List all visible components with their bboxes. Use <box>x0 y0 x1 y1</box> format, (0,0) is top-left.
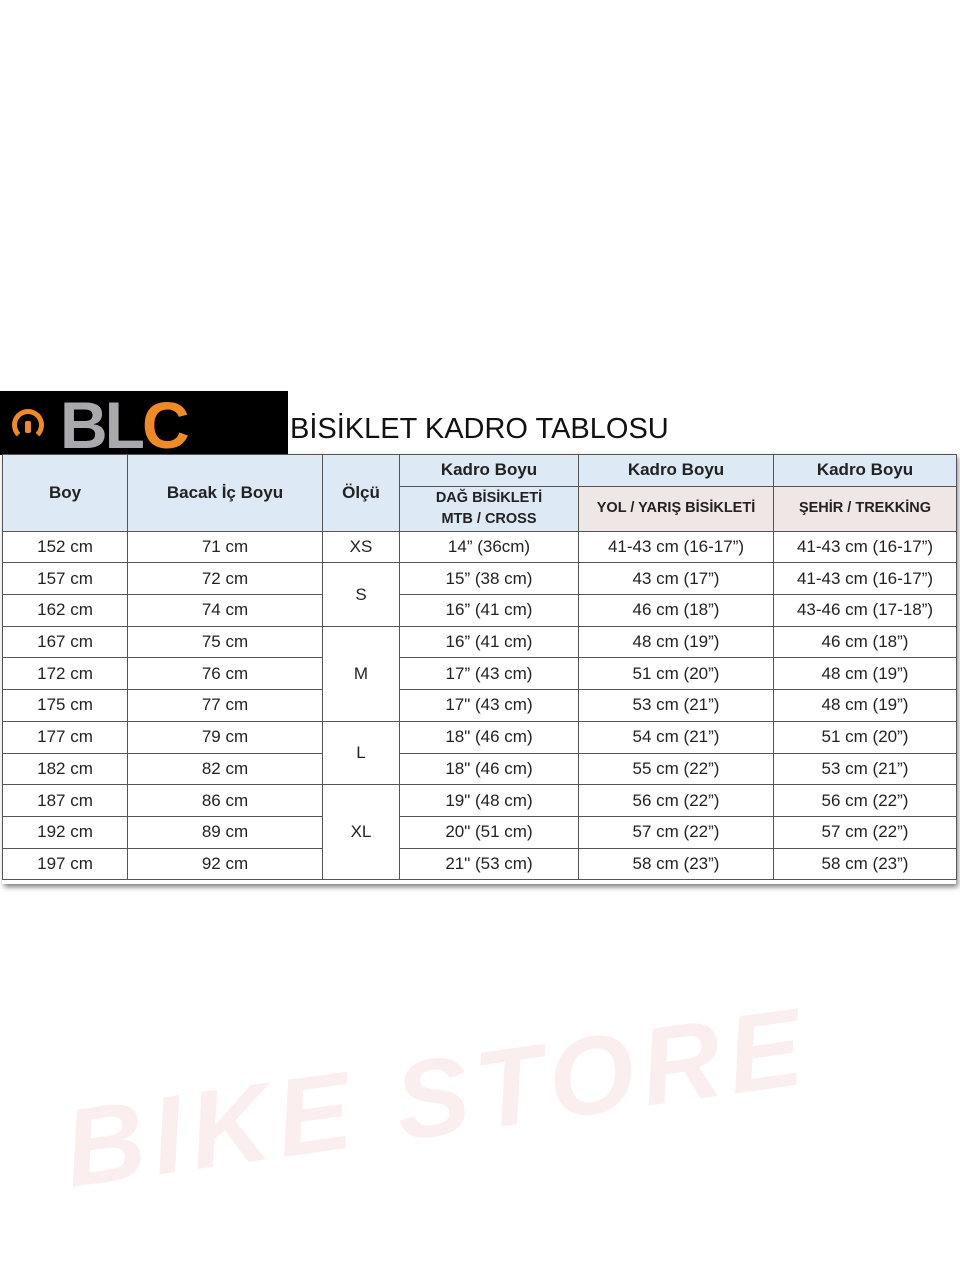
cell-bacak: 89 cm <box>127 815 323 849</box>
cell-mtb: 21" (53 cm) <box>399 847 579 881</box>
cell-yol: 53 cm (21”) <box>578 689 774 722</box>
cell-boy: 157 cm <box>2 562 128 596</box>
cell-yol: 43 cm (17”) <box>578 562 774 596</box>
header-kadro-yol: Kadro Boyu <box>578 454 774 487</box>
cell-mtb: 18" (46 cm) <box>399 720 579 754</box>
cell-bacak: 74 cm <box>127 594 323 627</box>
table-row: 167 cm 75 cm M 16” (41 cm) 48 cm (19”) 46 cm … <box>2 625 957 722</box>
cell-yol: 48 cm (19”) <box>578 625 774 659</box>
cell-olcu: L <box>322 720 400 786</box>
cell-mtb: 19" (48 cm) <box>399 784 579 817</box>
cell-sehir: 51 cm (20”) <box>773 720 957 754</box>
header-olcu: Ölçü <box>322 454 400 532</box>
header-boy: Boy <box>2 454 128 532</box>
header-mtb: DAĞ BİSİKLETİ MTB / CROSS <box>399 485 579 532</box>
page-title: BİSİKLET KADRO TABLOSU <box>290 413 669 445</box>
cell-bacak: 77 cm <box>127 689 323 722</box>
cell-yol: 58 cm (23”) <box>578 847 774 881</box>
cell-sehir: 48 cm (19”) <box>773 657 957 691</box>
cell-mtb: 17” (43 cm) <box>399 657 579 691</box>
cell-boy: 177 cm <box>2 720 128 754</box>
cell-boy: 187 cm <box>2 784 128 817</box>
table-row: 187 cm 86 cm XL 19" (48 cm) 56 cm (22”) 56 cm… <box>2 784 957 881</box>
table-row: 175 cm 77 cm 17" (43 cm) 53 cm (21”) 48 cm (… <box>2 689 957 722</box>
cell-boy: 182 cm <box>2 752 128 786</box>
header-kadro-sehir: Kadro Boyu <box>773 454 957 487</box>
cell-yol: 57 cm (22”) <box>578 815 774 849</box>
cell-bacak: 71 cm <box>127 530 323 564</box>
cell-sehir: 56 cm (22”) <box>773 784 957 817</box>
watermark: BIKE STORE <box>57 984 818 1211</box>
cell-mtb: 18" (46 cm) <box>399 752 579 786</box>
cell-yol: 54 cm (21”) <box>578 720 774 754</box>
cell-sehir: 48 cm (19”) <box>773 689 957 722</box>
size-table: Boy Bacak İç Boyu Ölçü Kadro Boyu Kadro … <box>2 454 957 881</box>
header-yol: YOL / YARIŞ BİSİKLETİ <box>578 485 774 532</box>
cell-sehir: 58 cm (23”) <box>773 847 957 881</box>
cell-mtb: 17" (43 cm) <box>399 689 579 722</box>
cell-sehir: 46 cm (18”) <box>773 625 957 659</box>
table-row: 162 cm 74 cm 16” (41 cm) 46 cm (18”) 43-46 c… <box>2 594 957 627</box>
table-row: 182 cm 82 cm 18" (46 cm) 55 cm (22”) 53 cm (… <box>2 752 957 786</box>
cell-olcu: XL <box>322 784 400 881</box>
cell-yol: 55 cm (22”) <box>578 752 774 786</box>
cell-boy: 197 cm <box>2 847 128 881</box>
cell-mtb: 16” (41 cm) <box>399 625 579 659</box>
header-kadro-mtb: Kadro Boyu <box>399 454 579 487</box>
cell-yol: 41-43 cm (16-17”) <box>578 530 774 564</box>
header-bacak: Bacak İç Boyu <box>127 454 323 532</box>
header-sehir: ŞEHİR / TREKKİNG <box>773 485 957 532</box>
cell-sehir: 57 cm (22”) <box>773 815 957 849</box>
cell-bacak: 75 cm <box>127 625 323 659</box>
cell-boy: 172 cm <box>2 657 128 691</box>
cell-yol: 56 cm (22”) <box>578 784 774 817</box>
cell-yol: 51 cm (20”) <box>578 657 774 691</box>
table-row: 152 cm 71 cm XS 14” (36cm) 41-43 cm (16-17”)… <box>2 530 957 564</box>
cell-olcu: S <box>322 562 400 627</box>
cell-mtb: 14” (36cm) <box>399 530 579 564</box>
cell-olcu: M <box>322 625 400 722</box>
cell-boy: 167 cm <box>2 625 128 659</box>
cell-sehir: 53 cm (21”) <box>773 752 957 786</box>
cell-sehir: 43-46 cm (17-18”) <box>773 594 957 627</box>
size-table-wrapper: BIKE STORE Boy Bacak İç Boyu Ölçü Kadro … <box>2 454 957 1211</box>
cell-bacak: 72 cm <box>127 562 323 596</box>
cell-bacak: 92 cm <box>127 847 323 881</box>
table-row: 192 cm 89 cm 20" (51 cm) 57 cm (22”) 57 cm (… <box>2 815 957 849</box>
table-row: 197 cm 92 cm 21" (53 cm) 58 cm (23”) 58 cm (… <box>2 847 957 881</box>
cell-bacak: 76 cm <box>127 657 323 691</box>
cell-sehir: 41-43 cm (16-17”) <box>773 562 957 596</box>
cell-mtb: 20" (51 cm) <box>399 815 579 849</box>
cell-mtb: 16” (41 cm) <box>399 594 579 627</box>
cell-boy: 162 cm <box>2 594 128 627</box>
cell-mtb: 15” (38 cm) <box>399 562 579 596</box>
cell-olcu: XS <box>322 530 400 564</box>
cell-sehir: 41-43 cm (16-17”) <box>773 530 957 564</box>
cell-bacak: 82 cm <box>127 752 323 786</box>
cell-boy: 175 cm <box>2 689 128 722</box>
logo-icon <box>12 409 44 441</box>
blc-logo: BLC <box>0 388 288 462</box>
cell-bacak: 79 cm <box>127 720 323 754</box>
cell-boy: 192 cm <box>2 815 128 849</box>
table-row: 177 cm 79 cm L 18" (46 cm) 54 cm (21”) 51 cm … <box>2 720 957 786</box>
cell-boy: 152 cm <box>2 530 128 564</box>
cell-bacak: 86 cm <box>127 784 323 817</box>
table-row: 172 cm 76 cm 17” (43 cm) 51 cm (20”) 48 cm (… <box>2 657 957 691</box>
cell-yol: 46 cm (18”) <box>578 594 774 627</box>
table-row: 157 cm 72 cm S 15” (38 cm) 43 cm (17”) 41-43 … <box>2 562 957 627</box>
